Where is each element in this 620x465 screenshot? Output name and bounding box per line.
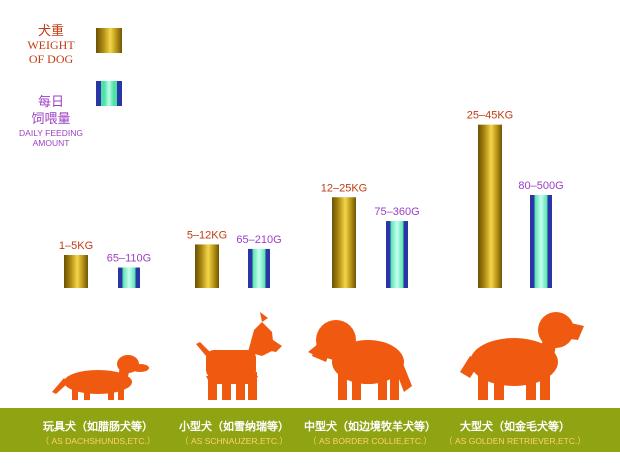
category-sublabel-2: （ AS SCHNAUZER,ETC.） <box>180 436 288 446</box>
legend-feeding-zh-2: 饲喂量 <box>31 112 71 127</box>
weight-bar-4 <box>478 124 502 289</box>
border-collie-silhouette <box>308 320 412 400</box>
bars-layer: 1–5KG 5–12KG 12–25KG 25–45KG 65–110G 65–210G 7… <box>59 110 564 289</box>
legend-weight-label: 犬重 WEIGHT OF DOG <box>14 23 88 67</box>
category-sublabel-3: （ AS BORDER COLLIE,ETC.） <box>308 436 432 446</box>
weight-value-label-3: 12–25KG <box>321 182 367 194</box>
schnauzer-silhouette <box>196 312 282 400</box>
category-label-1: 玩具犬（如腊肠犬等） <box>43 420 153 433</box>
legend-weight-en-2: OF DOG <box>28 52 74 66</box>
legend-feeding-en-2: AMOUNT <box>32 138 70 148</box>
category-label-4: 大型犬（如金毛犬等） <box>460 420 570 433</box>
legend-weight-swatch <box>96 28 122 53</box>
feeding-value-label-4: 80–500G <box>518 180 563 192</box>
legend-feeding-swatch <box>96 81 122 106</box>
category-sublabel-1: （ AS DACHSHUNDS,ETC.） <box>40 436 156 446</box>
legend-feeding-label: 每日 饲喂量 DAILY FEEDING AMOUNT <box>14 94 88 148</box>
category-label-2: 小型犬（如雪纳瑞等） <box>179 420 289 433</box>
golden-retriever-silhouette <box>460 312 584 400</box>
weight-bar-1 <box>64 255 88 288</box>
dogs-layer <box>52 312 584 400</box>
feeding-value-label-3: 75–360G <box>374 206 419 218</box>
weight-bar-3 <box>332 197 356 288</box>
category-sublabel-4: （ AS GOLDEN RETRIEVER,ETC.） <box>444 436 586 446</box>
feeding-bar-2 <box>248 248 270 288</box>
weight-value-label-1: 1–5KG <box>59 240 93 252</box>
dachshund-silhouette <box>52 355 149 400</box>
feeding-bar-4 <box>530 195 552 288</box>
feeding-bar-1 <box>118 267 140 288</box>
feeding-value-label-2: 65–210G <box>236 234 281 246</box>
legend-feeding-en-1: DAILY FEEDING <box>19 128 83 138</box>
category-label-3: 中型犬（如边境牧羊犬等） <box>304 420 436 433</box>
weight-value-label-4: 25–45KG <box>467 110 513 122</box>
legend-weight-en-1: WEIGHT <box>27 38 75 52</box>
weight-bar-2 <box>195 244 219 288</box>
feeding-bar-3 <box>386 221 408 288</box>
feeding-value-label-1: 65–110G <box>107 253 151 265</box>
category-band <box>0 408 620 452</box>
legend: 犬重 WEIGHT OF DOG 每日 饲喂量 DAILY FEEDING AM… <box>14 23 134 148</box>
weight-value-label-2: 5–12KG <box>187 229 227 241</box>
legend-weight-zh: 犬重 <box>37 23 64 38</box>
legend-feeding-zh-1: 每日 <box>37 95 64 110</box>
